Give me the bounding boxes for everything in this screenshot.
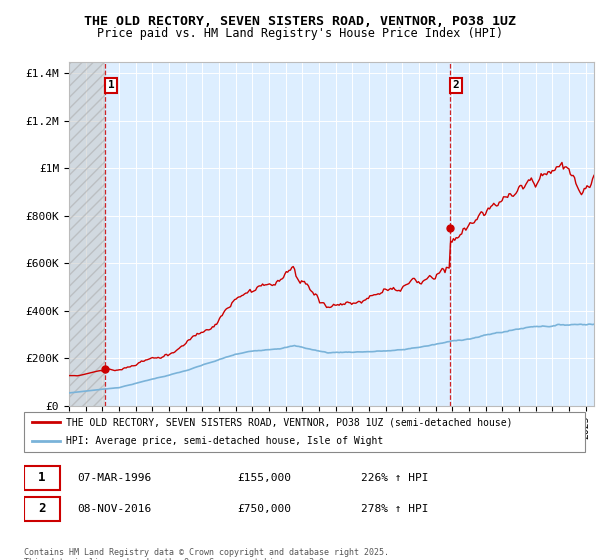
Text: 1: 1 xyxy=(38,472,46,484)
Text: 278% ↑ HPI: 278% ↑ HPI xyxy=(361,504,428,514)
Text: THE OLD RECTORY, SEVEN SISTERS ROAD, VENTNOR, PO38 1UZ (semi-detached house): THE OLD RECTORY, SEVEN SISTERS ROAD, VEN… xyxy=(66,418,512,427)
FancyBboxPatch shape xyxy=(24,497,61,521)
Text: THE OLD RECTORY, SEVEN SISTERS ROAD, VENTNOR, PO38 1UZ: THE OLD RECTORY, SEVEN SISTERS ROAD, VEN… xyxy=(84,15,516,27)
Bar xyxy=(69,62,106,406)
Text: £155,000: £155,000 xyxy=(237,473,291,483)
Text: 2: 2 xyxy=(452,80,459,90)
FancyBboxPatch shape xyxy=(24,466,61,490)
Text: 2: 2 xyxy=(38,502,46,515)
FancyBboxPatch shape xyxy=(24,412,585,452)
Text: HPI: Average price, semi-detached house, Isle of Wight: HPI: Average price, semi-detached house,… xyxy=(66,436,383,446)
Text: £750,000: £750,000 xyxy=(237,504,291,514)
Text: 1: 1 xyxy=(108,80,115,90)
Text: 07-MAR-1996: 07-MAR-1996 xyxy=(77,473,152,483)
Text: Price paid vs. HM Land Registry's House Price Index (HPI): Price paid vs. HM Land Registry's House … xyxy=(97,27,503,40)
Text: 08-NOV-2016: 08-NOV-2016 xyxy=(77,504,152,514)
Text: 226% ↑ HPI: 226% ↑ HPI xyxy=(361,473,428,483)
Text: Contains HM Land Registry data © Crown copyright and database right 2025.
This d: Contains HM Land Registry data © Crown c… xyxy=(24,548,389,560)
